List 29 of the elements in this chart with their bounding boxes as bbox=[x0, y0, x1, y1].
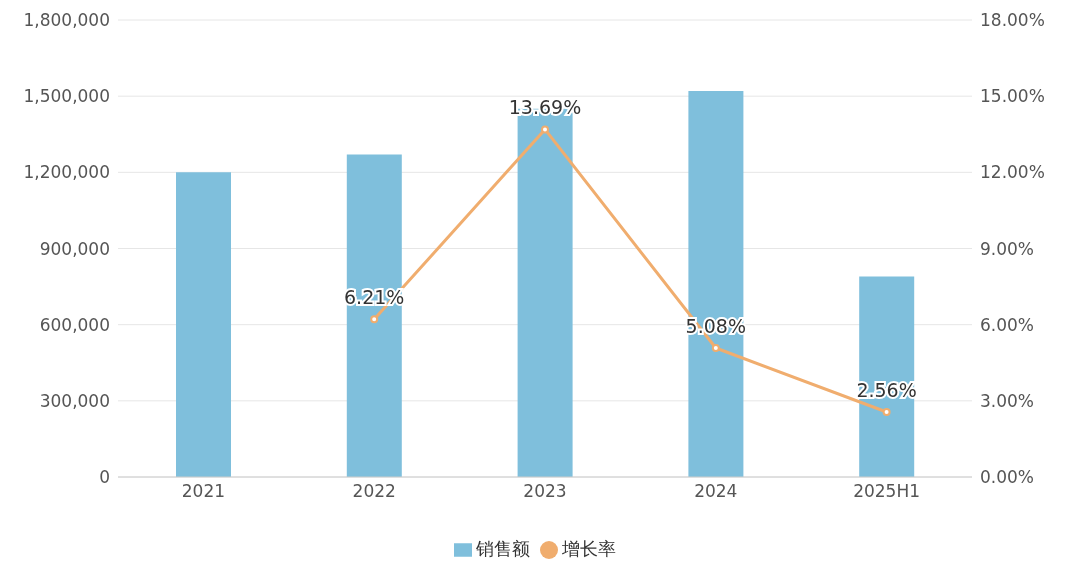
y2-tick-label: 3.00% bbox=[980, 390, 1035, 411]
y-tick-label: 900,000 bbox=[39, 238, 110, 259]
bar bbox=[176, 172, 231, 477]
y-tick-label: 1,500,000 bbox=[23, 86, 110, 107]
bar bbox=[346, 154, 402, 477]
y-tick-label: 0 bbox=[99, 467, 110, 488]
y-tick-label: 300,000 bbox=[39, 390, 110, 411]
point bbox=[882, 408, 891, 416]
point bbox=[711, 344, 720, 353]
bar bbox=[688, 91, 744, 477]
y-tick-label: 1,800,000 bbox=[23, 10, 110, 31]
y2-tick-label: 0.00% bbox=[980, 467, 1035, 488]
y2-tick-label: 15.00% bbox=[980, 86, 1045, 107]
x-tick-label: 2021 bbox=[181, 481, 226, 502]
y-tick-label: 1,200,000 bbox=[23, 162, 110, 183]
bar bbox=[859, 276, 915, 477]
point bbox=[541, 125, 549, 134]
y2-tick-label: 6.00% bbox=[980, 314, 1035, 335]
x-tick-label: 2024 bbox=[694, 481, 738, 502]
y2-tick-label: 12.00% bbox=[980, 162, 1045, 183]
x-tick-label: 2022 bbox=[352, 481, 396, 502]
point bbox=[370, 315, 379, 324]
y2-tick-label: 9.00% bbox=[980, 238, 1035, 259]
legend-label: 增长率 bbox=[562, 538, 616, 559]
x-tick-label: 2023 bbox=[523, 481, 567, 502]
y-tick-label: 600,000 bbox=[39, 314, 110, 335]
y2-tick-label: 18.00% bbox=[980, 10, 1045, 31]
x-tick-label: 2025H1 bbox=[853, 481, 921, 502]
legend-label: 销售额 bbox=[476, 538, 530, 559]
